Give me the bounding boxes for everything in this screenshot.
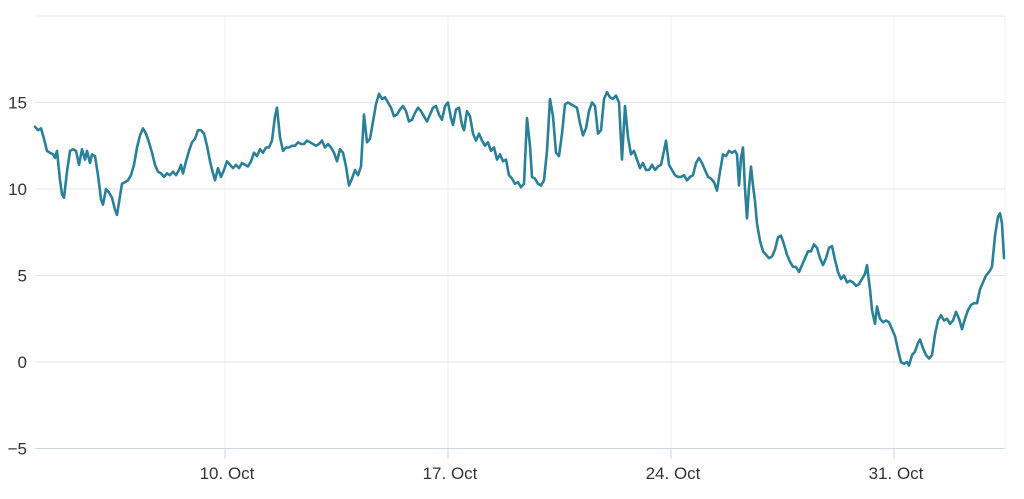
x-axis-label: 24. Oct (646, 464, 701, 483)
plot-area[interactable] (35, 16, 1005, 449)
y-axis-label: 0 (18, 353, 27, 372)
x-axis-label: 10. Oct (200, 464, 255, 483)
y-axis-label: −5 (8, 440, 27, 459)
y-axis-label: 10 (8, 180, 27, 199)
y-axis-label: 5 (18, 267, 27, 286)
series-line (33, 90, 1006, 367)
x-axis-label: 31. Oct (869, 464, 924, 483)
y-axis-label: 15 (8, 94, 27, 113)
x-axis-label: 17. Oct (423, 464, 478, 483)
